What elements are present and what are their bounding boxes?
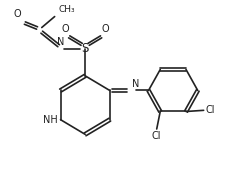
Text: O: O bbox=[61, 24, 69, 34]
Text: Cl: Cl bbox=[205, 105, 215, 115]
Text: Cl: Cl bbox=[152, 131, 161, 141]
Text: O: O bbox=[13, 9, 21, 19]
Text: N: N bbox=[57, 37, 64, 47]
Text: S: S bbox=[81, 42, 89, 55]
Text: O: O bbox=[101, 24, 109, 34]
Text: NH: NH bbox=[43, 115, 58, 125]
Text: N: N bbox=[132, 79, 139, 89]
Text: CH₃: CH₃ bbox=[58, 5, 75, 14]
